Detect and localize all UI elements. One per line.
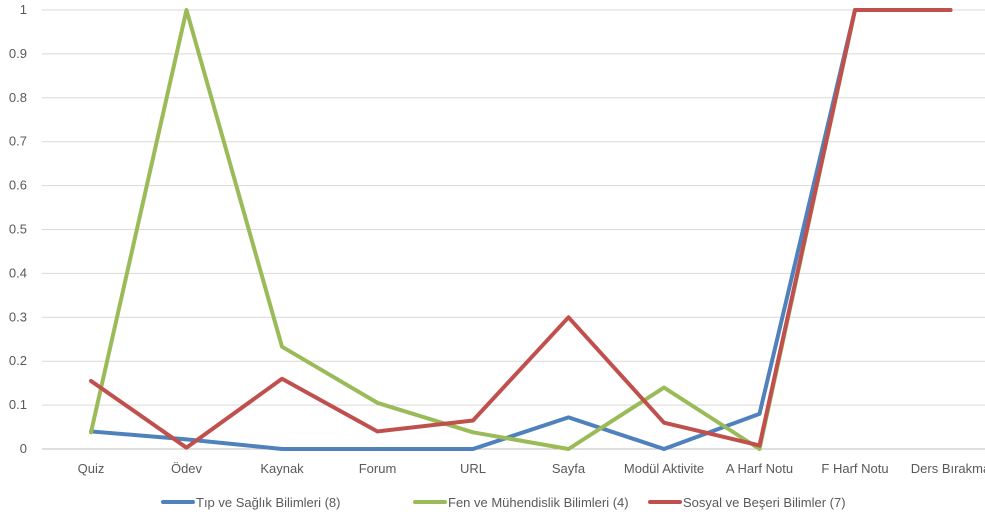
y-tick-label: 0.9 [9,46,27,61]
y-tick-label: 0.6 [9,178,27,193]
series-line-3 [89,8,953,450]
y-tick-label: 0.4 [9,265,27,280]
legend: Tıp ve Sağlık Bilimleri (8) Fen ve Mühend… [161,495,846,510]
x-tick-label: Forum [359,461,397,476]
y-tick-label: 0 [20,441,27,456]
y-tick-label: 1 [20,2,27,17]
x-tick-label: F Harf Notu [821,461,888,476]
y-tick-label: 0.8 [9,90,27,105]
series-lines [89,8,953,451]
x-tick-label: Quiz [78,461,105,476]
x-tick-label: Sayfa [552,461,586,476]
legend-label: Sosyal ve Beşeri Bilimler (7) [683,495,846,510]
x-tick-label: Ders Bırakma [911,461,985,476]
y-axis-tick-labels: 0 0.1 0.2 0.3 0.4 0.5 0.6 0.7 0.8 0.9 1 [9,2,27,456]
x-tick-label: URL [460,461,486,476]
legend-label: Fen ve Mühendislik Bilimleri (4) [448,495,629,510]
x-tick-label: Modül Aktivite [624,461,704,476]
x-tick-label: A Harf Notu [726,461,793,476]
legend-label: Tıp ve Sağlık Bilimleri (8) [196,495,340,510]
y-tick-label: 0.2 [9,353,27,368]
x-axis-tick-labels: Quiz Ödev Kaynak Forum URL Sayfa Modül Aktivit… [78,461,985,476]
x-tick-label: Kaynak [260,461,304,476]
gridlines [42,9,985,406]
x-tick-label: Ödev [171,461,203,476]
y-tick-label: 0.7 [9,134,27,149]
y-tick-label: 0.5 [9,222,27,237]
y-tick-label: 0.1 [9,397,27,412]
y-tick-label: 0.3 [9,309,27,324]
series-line-1 [89,8,953,451]
